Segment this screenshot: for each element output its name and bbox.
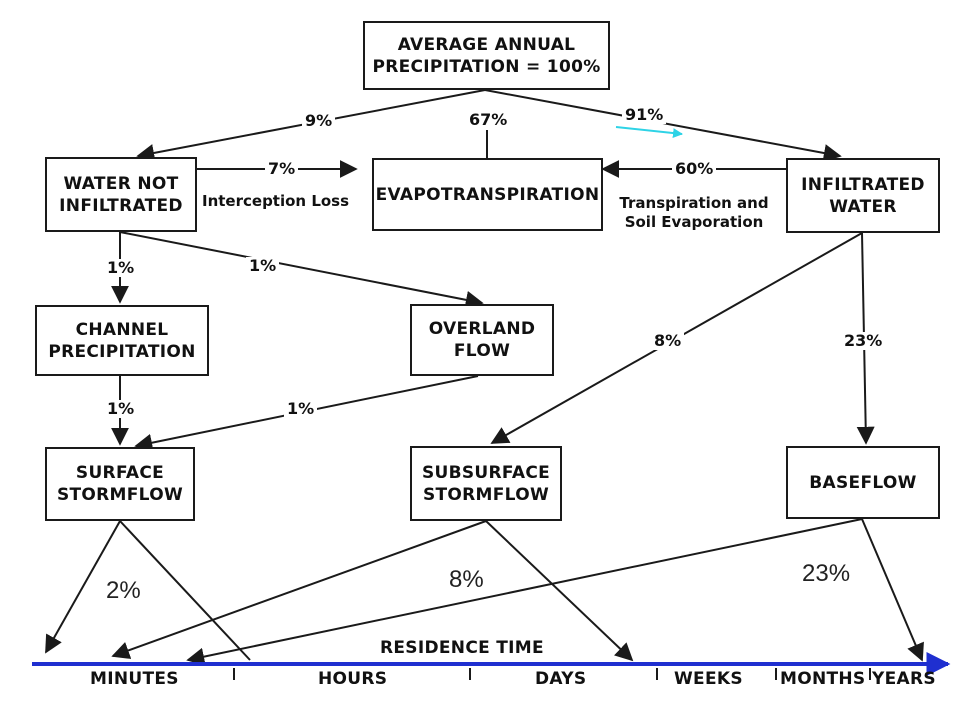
label-precip-to-not-infiltrated: 9% [302,112,336,130]
scale-label-hours: HOURS [318,669,388,689]
precipitation-box: AVERAGE ANNUAL PRECIPITATION = 100% [363,21,610,90]
label-infiltrated-to-baseflow: 23% [841,332,886,350]
label-not-infiltrated-to-evap: 7% [265,160,299,178]
highlight-arrow [615,126,683,139]
arrow-not-infiltrated-to-overland [119,231,484,309]
arrow-surface-to-minutes [45,520,121,654]
label-transpiration-soil-evaporation: Transpiration and Soil Evaporation [619,194,769,231]
arrow-subsurface-to-minutes [111,520,487,659]
label-infiltrated-to-subsurface: 8% [651,332,685,350]
water-not-infiltrated-box: WATER NOT INFILTRATED [45,157,197,232]
line-surface-to-hours [119,520,251,661]
scale-label-years: YEARS [872,669,936,689]
surface-stormflow-box: SURFACE STORMFLOW [45,447,195,521]
arrow-baseflow-to-years [861,518,924,662]
scale-label-months: MONTHS [780,669,866,689]
label-infiltrated-to-evap: 60% [672,160,717,178]
baseflow-box: BASEFLOW [786,446,940,519]
annotation-surface-share: 2% [106,577,141,604]
label-not-infiltrated-to-channel: 1% [104,259,138,277]
scale-label-minutes: MINUTES [90,669,179,689]
label-precip-to-evapotranspiration: 67% [466,111,511,129]
arrow-baseflow-to-minutes [186,518,863,666]
overland-flow-box: OVERLAND FLOW [410,304,554,376]
residence-time-title: RESIDENCE TIME [380,638,544,658]
arrow-subsurface-to-days [485,520,634,662]
label-not-infiltrated-to-overland: 1% [246,257,280,275]
scale-label-weeks: WEEKS [674,669,743,689]
subsurface-stormflow-box: SUBSURFACE STORMFLOW [410,446,562,521]
infiltrated-water-box: INFILTRATED WATER [786,158,940,233]
evapotranspiration-box: EVAPOTRANSPIRATION [372,158,603,231]
label-channel-to-surface: 1% [104,400,138,418]
channel-precipitation-box: CHANNEL PRECIPITATION [35,305,209,376]
annotation-baseflow-share: 23% [802,560,851,587]
scale-label-days: DAYS [535,669,587,689]
label-overland-to-surface: 1% [284,400,318,418]
label-interception-loss: Interception Loss [202,192,350,210]
annotation-subsurface-share: 8% [449,566,484,593]
label-precip-to-infiltrated: 91% [622,106,667,124]
